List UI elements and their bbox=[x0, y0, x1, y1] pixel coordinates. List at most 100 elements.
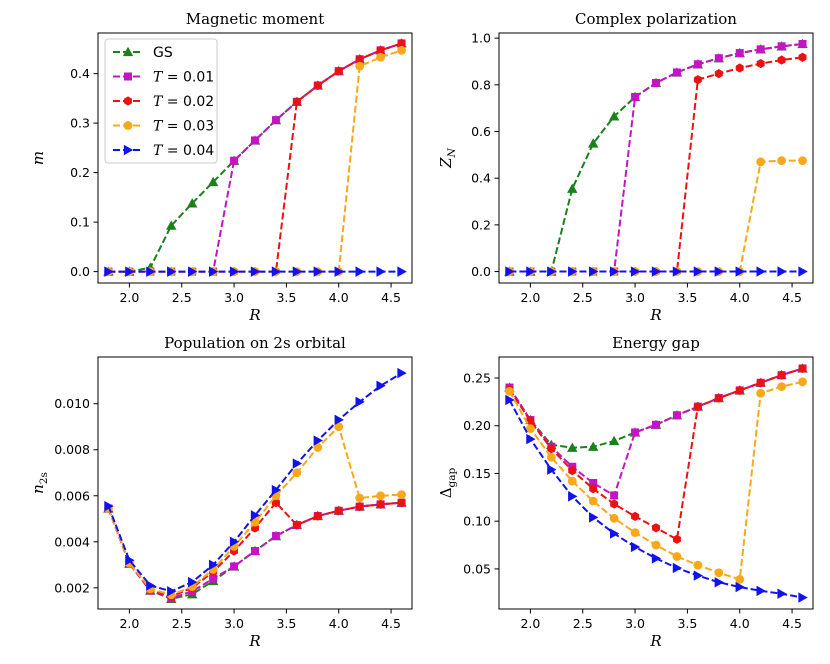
data-point bbox=[355, 493, 365, 503]
series-t-0-04 bbox=[505, 394, 808, 603]
data-point bbox=[568, 465, 577, 476]
y-tick-label: 0.2 bbox=[471, 217, 491, 232]
data-point bbox=[355, 396, 365, 408]
y-tick-label: 0.10 bbox=[463, 514, 491, 529]
y-tick-label: 0.05 bbox=[463, 561, 491, 576]
y-axis-label-subscript: gap bbox=[446, 467, 458, 487]
data-point bbox=[250, 510, 261, 521]
x-tick-label: 2.5 bbox=[573, 290, 593, 305]
data-point bbox=[526, 424, 535, 433]
data-point bbox=[756, 388, 766, 398]
legend-label-variable: T bbox=[153, 119, 164, 135]
data-point bbox=[292, 468, 302, 478]
data-point bbox=[188, 266, 198, 277]
x-tick-label: 4.0 bbox=[730, 290, 750, 305]
data-point bbox=[505, 386, 514, 396]
series-t-0-04 bbox=[505, 266, 808, 277]
data-point bbox=[672, 562, 683, 574]
y-tick-label: 0.0 bbox=[471, 264, 491, 279]
data-point bbox=[334, 266, 344, 277]
x-tick-label: 4.5 bbox=[381, 616, 401, 631]
data-point bbox=[714, 54, 723, 63]
x-tick-label: 3.5 bbox=[677, 290, 697, 305]
data-point bbox=[777, 382, 786, 391]
data-point bbox=[672, 411, 681, 420]
data-point bbox=[588, 138, 599, 148]
x-axis-label: R bbox=[248, 632, 260, 650]
data-point bbox=[756, 266, 766, 277]
data-point bbox=[652, 78, 660, 87]
y-axis-label: ZN bbox=[437, 147, 458, 168]
y-axis-label-main: n bbox=[29, 484, 47, 494]
y-tick-label: 0.20 bbox=[463, 418, 491, 433]
data-point bbox=[125, 266, 135, 277]
data-point bbox=[250, 266, 261, 277]
data-point bbox=[693, 60, 702, 69]
y-axis-label: m bbox=[29, 151, 47, 165]
data-point bbox=[313, 80, 322, 91]
legend-label-text: GS bbox=[153, 45, 173, 61]
data-point bbox=[313, 266, 323, 277]
y-tick-label: 0.3 bbox=[70, 116, 90, 131]
series-t-0-04 bbox=[104, 266, 407, 277]
data-point bbox=[756, 585, 766, 597]
data-point bbox=[355, 54, 364, 64]
data-point bbox=[798, 156, 807, 166]
x-tick-label: 3.5 bbox=[276, 616, 296, 631]
data-point bbox=[146, 580, 156, 591]
data-point bbox=[756, 157, 766, 167]
series-line bbox=[508, 367, 803, 497]
data-point bbox=[610, 499, 619, 509]
axes-frame bbox=[97, 356, 413, 610]
legend-label: T = 0.04 bbox=[153, 143, 214, 159]
data-point bbox=[777, 370, 786, 380]
data-point bbox=[777, 266, 787, 277]
data-point bbox=[208, 266, 219, 277]
x-tick-label: 3.0 bbox=[224, 290, 244, 305]
data-point bbox=[735, 385, 744, 396]
data-point bbox=[376, 491, 385, 501]
x-tick-label: 2.5 bbox=[573, 616, 593, 631]
series-line bbox=[508, 380, 803, 581]
x-tick-label: 4.0 bbox=[329, 290, 349, 305]
data-point bbox=[526, 416, 535, 426]
data-point bbox=[672, 266, 683, 277]
x-tick-label: 3.5 bbox=[276, 290, 296, 305]
data-point bbox=[271, 498, 280, 508]
data-point bbox=[230, 156, 239, 165]
data-point bbox=[798, 39, 807, 48]
data-point bbox=[250, 517, 260, 527]
y-axis-label-subscript: N bbox=[446, 147, 458, 158]
data-point bbox=[777, 156, 786, 166]
data-point bbox=[693, 570, 704, 581]
data-point bbox=[397, 367, 407, 379]
legend-frame bbox=[104, 38, 218, 164]
legend-label: T = 0.01 bbox=[153, 70, 214, 86]
data-point bbox=[355, 61, 365, 71]
data-point bbox=[271, 116, 280, 125]
data-point bbox=[652, 420, 660, 429]
x-tick-label: 2.0 bbox=[520, 616, 540, 631]
data-point bbox=[187, 198, 198, 208]
legend-label-value: = 0.03 bbox=[162, 119, 214, 135]
data-point bbox=[376, 380, 386, 391]
data-point bbox=[292, 458, 303, 469]
data-point bbox=[608, 111, 620, 121]
x-tick-label: 3.5 bbox=[677, 616, 697, 631]
data-point bbox=[397, 266, 407, 277]
data-point bbox=[251, 547, 259, 556]
data-point bbox=[397, 45, 406, 55]
y-tick-label: 0.2 bbox=[70, 165, 90, 180]
data-point bbox=[798, 377, 807, 387]
data-point bbox=[104, 266, 114, 277]
data-point bbox=[505, 266, 515, 277]
data-point bbox=[714, 266, 724, 277]
axes-frame bbox=[97, 32, 413, 284]
data-point bbox=[608, 435, 620, 446]
data-point bbox=[251, 136, 259, 145]
data-point bbox=[167, 266, 177, 277]
data-point bbox=[798, 592, 808, 603]
chart-title: Magnetic moment bbox=[186, 10, 324, 28]
legend-label: T = 0.03 bbox=[153, 119, 214, 135]
x-tick-label: 4.5 bbox=[782, 290, 802, 305]
